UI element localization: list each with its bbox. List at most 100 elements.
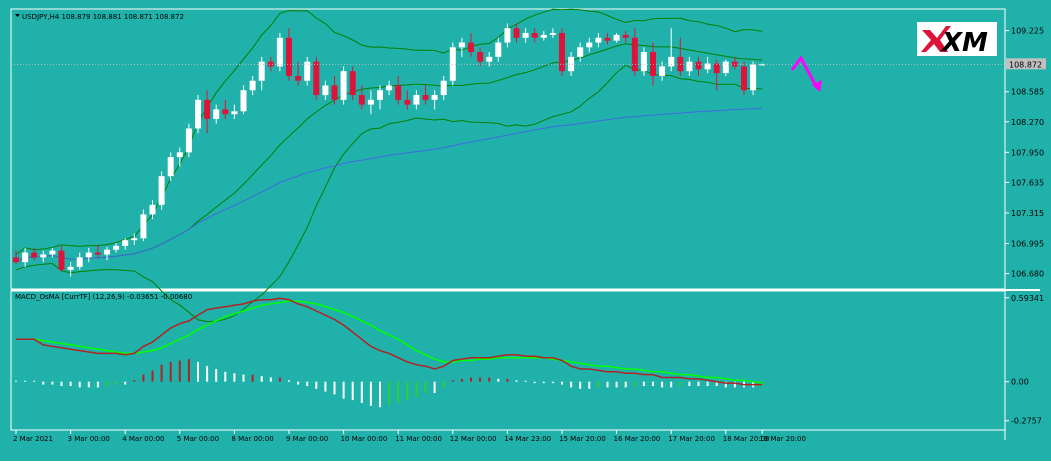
indicator-tick-label: 0.59341 [1011, 294, 1044, 303]
candle-body [549, 33, 556, 35]
indicator-tick-label: -0.2757 [1011, 417, 1042, 426]
candle-body [695, 61, 702, 70]
candle-body [94, 252, 101, 255]
candle-body [440, 80, 447, 96]
time-tick-label: 17 Mar 20:00 [668, 435, 715, 443]
candle-body [604, 37, 611, 41]
candle-body [513, 28, 520, 38]
candle-body [131, 238, 138, 241]
candle-body [468, 42, 474, 53]
candle-body [377, 90, 383, 100]
forecast-arrow-icon [790, 55, 819, 89]
time-tick-label: 15 Mar 20:00 [559, 435, 606, 443]
candle-body [431, 95, 438, 100]
price-tick-label: 108.270 [1011, 118, 1044, 127]
candle-body [185, 128, 192, 153]
candle-body [276, 37, 283, 67]
candle-body [249, 80, 256, 91]
candle-body [568, 56, 575, 72]
macd-lines [16, 297, 763, 386]
xm-logo: XM [917, 22, 997, 58]
candle-body [586, 42, 593, 48]
candle-body [504, 28, 511, 43]
candles [13, 23, 766, 277]
candle-body [313, 61, 320, 96]
candle-body [559, 33, 565, 72]
xm-logo-text: XM [940, 28, 988, 58]
candle-body [322, 85, 329, 96]
candle-body [267, 61, 274, 67]
candle-body [140, 214, 147, 239]
candle-body [240, 90, 247, 112]
candle-body [622, 34, 629, 38]
candle-body [340, 71, 347, 100]
candle-body [76, 257, 83, 267]
candle-body [67, 266, 74, 270]
moving-average [15, 107, 763, 263]
candle-body [358, 95, 365, 105]
candle-body [85, 252, 92, 258]
time-tick-label: 10 Mar 00:00 [341, 435, 388, 443]
candle-body [659, 66, 666, 76]
candle-body [750, 64, 757, 91]
candle-body [404, 99, 411, 105]
price-tick-label: 107.950 [1011, 148, 1044, 157]
candle-body [422, 95, 429, 100]
current-price-label: 108.872 [1009, 60, 1042, 69]
price-tick-label: 108.585 [1011, 88, 1044, 97]
candle-body [395, 85, 402, 100]
candle-body [31, 252, 38, 258]
candle-body [486, 56, 493, 62]
candle-body [613, 34, 620, 41]
candle-body [22, 252, 29, 263]
candle-body [13, 257, 19, 263]
time-tick-label: 3 Mar 00:00 [68, 435, 110, 443]
time-axis: 2 Mar 2021 3 Mar 00:00 4 Mar 00:00 5 Mar 00… [13, 430, 806, 443]
time-tick-label: 8 Mar 00:00 [231, 435, 273, 443]
candle-body [176, 152, 183, 158]
candle-body [668, 56, 675, 67]
price-tick-label: 106.680 [1011, 270, 1044, 279]
signal-line [16, 300, 763, 384]
candle-body [158, 176, 165, 205]
time-tick-label: 5 Mar 00:00 [177, 435, 219, 443]
candle-body [477, 52, 484, 62]
xm-logo-mark-icon [921, 26, 951, 52]
indicator-axis: 0.59341 0.00 -0.2757 [1005, 294, 1044, 426]
candle-body [386, 85, 393, 91]
candle-body [231, 111, 238, 115]
price-tick-label: 109.225 [1011, 27, 1044, 36]
time-tick-label: 2 Mar 2021 [13, 435, 53, 443]
candle-body [631, 37, 638, 72]
price-axis: 109.225 108.585 108.270 107.950 107.635 107.3… [1005, 27, 1044, 279]
candle-body [58, 250, 65, 270]
candle-body [540, 34, 547, 38]
lower-band-line [15, 64, 763, 322]
candle-body [295, 75, 302, 81]
candle-body [741, 66, 747, 91]
time-tick-label: 18 Mar 20:00 [723, 435, 770, 443]
candle-body [258, 61, 265, 81]
candle-body [495, 42, 502, 57]
candle-body [759, 64, 766, 66]
candle-body [222, 109, 229, 115]
candle-body [40, 254, 47, 258]
time-tick-label: 11 Mar 00:00 [395, 435, 442, 443]
upper-band-line [15, 8, 763, 255]
candle-body [167, 157, 174, 177]
candle-body [104, 249, 110, 255]
candle-body [195, 99, 201, 129]
time-tick-label: 14 Mar 23:00 [504, 435, 551, 443]
price-panel-title: USDJPY,H4 108.879 108.881 108.871 108.87… [22, 13, 184, 21]
time-tick-label: 12 Mar 00:00 [450, 435, 497, 443]
candle-body [122, 240, 129, 246]
price-tick-label: 107.315 [1011, 209, 1044, 218]
candle-body [704, 63, 711, 70]
title-dropdown-icon [15, 14, 20, 17]
candle-body [367, 99, 374, 105]
candle-body [113, 245, 120, 250]
candle-body [640, 52, 647, 72]
